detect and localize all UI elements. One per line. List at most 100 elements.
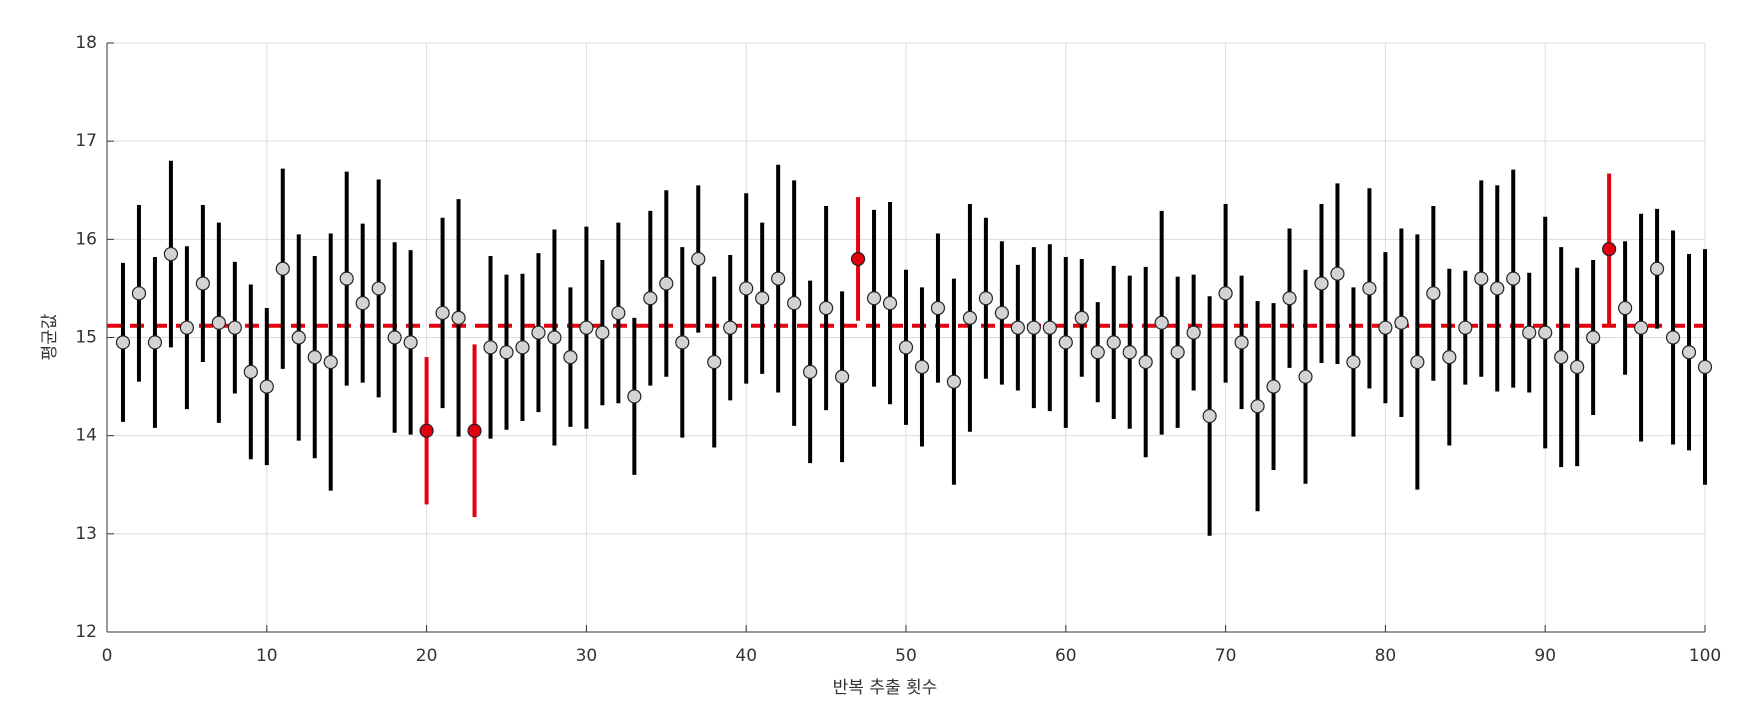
mean-marker	[1106, 335, 1121, 350]
mean-marker	[1442, 350, 1457, 365]
mean-marker	[898, 340, 914, 355]
y-tick-label: 17	[75, 131, 97, 151]
mean-marker	[1570, 359, 1585, 375]
mean-marker	[1617, 300, 1633, 316]
x-tick-label: 20	[416, 646, 438, 666]
mean-marker	[1314, 276, 1329, 291]
x-tick-label: 50	[895, 646, 917, 666]
mean-marker	[834, 369, 850, 384]
y-tick-label: 14	[75, 426, 97, 446]
mean-marker	[1602, 242, 1617, 257]
mean-marker	[1538, 325, 1553, 340]
mean-marker	[739, 281, 754, 296]
mean-marker	[627, 389, 642, 404]
mean-marker	[579, 320, 594, 335]
mean-marker	[355, 296, 370, 311]
mean-marker	[1362, 281, 1377, 296]
mean-marker	[1410, 354, 1425, 370]
mean-marker	[1394, 315, 1409, 330]
mean-marker	[115, 335, 131, 350]
x-tick-label: 90	[1534, 646, 1556, 666]
mean-marker	[1506, 271, 1521, 286]
mean-marker	[755, 291, 770, 306]
mean-marker	[211, 315, 226, 330]
x-tick-label: 60	[1055, 646, 1077, 666]
mean-marker	[259, 379, 274, 394]
mean-marker	[707, 354, 722, 370]
mean-marker	[1490, 281, 1505, 296]
mean-marker	[1346, 354, 1361, 370]
x-tick-label: 70	[1215, 646, 1237, 666]
mean-marker	[371, 281, 386, 296]
x-tick-label: 80	[1375, 646, 1397, 666]
mean-marker	[675, 335, 690, 350]
mean-marker	[1122, 345, 1137, 360]
mean-marker	[595, 325, 610, 340]
mean-marker	[1378, 320, 1393, 335]
mean-marker	[1426, 286, 1441, 301]
mean-marker	[1042, 320, 1057, 335]
mean-marker	[1266, 379, 1281, 394]
mean-marker	[930, 300, 946, 316]
mean-marker	[643, 291, 658, 306]
mean-marker	[914, 359, 930, 375]
mean-marker	[243, 364, 258, 379]
y-tick-label: 15	[75, 328, 97, 348]
mean-marker	[435, 305, 450, 321]
mean-marker	[1234, 335, 1249, 350]
mean-marker	[691, 251, 706, 267]
mean-marker	[515, 340, 530, 355]
y-tick-label: 16	[75, 229, 97, 249]
mean-marker	[483, 340, 498, 355]
mean-marker	[850, 251, 866, 267]
mean-marker	[1010, 320, 1025, 335]
mean-marker	[467, 423, 482, 438]
mean-marker	[1554, 350, 1569, 365]
mean-marker	[882, 296, 898, 311]
mean-marker	[563, 350, 578, 365]
mean-marker	[451, 310, 466, 325]
mean-marker	[1186, 325, 1201, 340]
mean-marker	[978, 291, 994, 306]
mean-marker	[866, 291, 882, 306]
mean-marker	[1649, 261, 1665, 276]
mean-marker	[1586, 330, 1601, 345]
mean-marker	[195, 276, 210, 291]
mean-marker	[962, 310, 978, 325]
mean-marker	[1665, 330, 1681, 345]
y-tick-label: 12	[75, 622, 97, 642]
mean-marker	[531, 325, 546, 340]
mean-marker	[946, 374, 962, 389]
mean-marker	[659, 276, 674, 291]
mean-marker	[131, 286, 147, 301]
mean-marker	[1298, 369, 1313, 384]
mean-marker	[547, 330, 562, 345]
mean-marker	[179, 320, 194, 335]
mean-marker	[611, 305, 626, 321]
mean-marker	[387, 330, 402, 345]
mean-marker	[323, 354, 338, 370]
mean-marker	[771, 271, 786, 286]
mean-marker	[1633, 320, 1649, 335]
mean-marker	[499, 345, 514, 360]
x-tick-label: 100	[1689, 646, 1721, 666]
mean-marker	[787, 296, 802, 311]
mean-marker	[1026, 320, 1041, 335]
mean-marker	[163, 246, 179, 262]
mean-marker	[1154, 315, 1169, 330]
mean-marker	[1138, 354, 1153, 370]
mean-marker	[307, 350, 322, 365]
mean-marker	[1058, 335, 1073, 350]
y-axis-label: 평균값	[40, 313, 60, 360]
mean-marker	[723, 320, 738, 335]
mean-marker	[275, 261, 290, 276]
x-tick-label: 0	[102, 646, 113, 666]
mean-marker	[1681, 345, 1697, 360]
mean-marker	[1218, 286, 1233, 301]
x-tick-label: 10	[256, 646, 278, 666]
mean-marker	[419, 423, 434, 438]
mean-marker	[994, 305, 1009, 321]
mean-marker	[1458, 320, 1473, 335]
mean-marker	[1697, 359, 1713, 375]
mean-marker	[1170, 345, 1185, 360]
